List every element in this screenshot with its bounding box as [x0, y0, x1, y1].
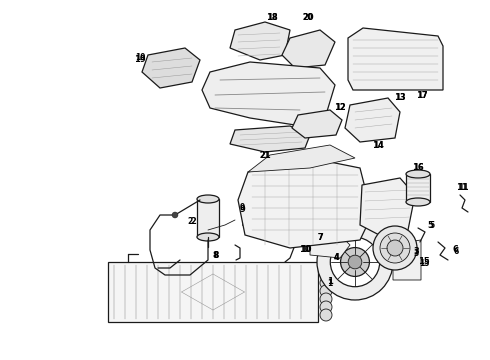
Text: 14: 14 — [373, 140, 383, 149]
Bar — [406, 174, 430, 202]
Circle shape — [172, 212, 178, 218]
Polygon shape — [345, 98, 400, 142]
Text: 16: 16 — [413, 163, 423, 172]
Polygon shape — [310, 235, 350, 258]
Text: 17: 17 — [416, 91, 428, 100]
Polygon shape — [230, 22, 290, 60]
Circle shape — [330, 237, 380, 287]
Text: 9: 9 — [239, 206, 245, 215]
Text: 19: 19 — [135, 54, 145, 63]
Polygon shape — [393, 240, 421, 280]
Polygon shape — [248, 145, 355, 172]
Text: 3: 3 — [413, 248, 419, 256]
Text: 4: 4 — [333, 253, 339, 262]
Text: 12: 12 — [334, 104, 346, 112]
Text: 15: 15 — [419, 258, 429, 267]
Text: 5: 5 — [429, 221, 435, 230]
Text: 20: 20 — [303, 13, 313, 22]
Text: 6: 6 — [453, 248, 459, 256]
Text: 2: 2 — [190, 217, 196, 226]
Circle shape — [317, 224, 393, 300]
Text: 7: 7 — [317, 233, 323, 242]
Circle shape — [341, 248, 369, 276]
Text: 14: 14 — [372, 140, 384, 149]
Polygon shape — [202, 62, 335, 125]
Text: 18: 18 — [266, 13, 278, 22]
Circle shape — [387, 240, 403, 256]
Circle shape — [320, 277, 332, 289]
Circle shape — [348, 255, 362, 269]
Text: 19: 19 — [134, 55, 146, 64]
Polygon shape — [142, 48, 200, 88]
Ellipse shape — [406, 198, 430, 206]
Text: 11: 11 — [456, 184, 468, 193]
Text: 2: 2 — [187, 217, 193, 226]
Text: 10: 10 — [301, 246, 311, 255]
Text: 10: 10 — [299, 246, 311, 255]
Circle shape — [320, 293, 332, 305]
Polygon shape — [292, 110, 342, 138]
Polygon shape — [238, 158, 372, 248]
Circle shape — [320, 269, 332, 281]
Polygon shape — [348, 28, 443, 90]
Ellipse shape — [406, 170, 430, 178]
Polygon shape — [282, 30, 335, 68]
Text: 18: 18 — [267, 13, 277, 22]
Text: 5: 5 — [427, 220, 433, 230]
Text: 1: 1 — [327, 279, 333, 288]
Bar — [197, 199, 219, 237]
Text: 8: 8 — [212, 251, 218, 260]
Circle shape — [380, 233, 410, 263]
Ellipse shape — [197, 195, 219, 203]
Polygon shape — [230, 126, 310, 152]
Circle shape — [320, 309, 332, 321]
Circle shape — [320, 285, 332, 297]
Text: 11: 11 — [458, 184, 468, 193]
Text: 6: 6 — [452, 246, 458, 255]
Bar — [108, 262, 318, 322]
Text: 16: 16 — [412, 163, 424, 172]
Text: 13: 13 — [395, 94, 405, 103]
Text: 7: 7 — [318, 233, 323, 242]
Text: 8: 8 — [213, 251, 219, 260]
Text: 17: 17 — [416, 91, 427, 100]
Text: 15: 15 — [418, 257, 430, 266]
Circle shape — [320, 261, 332, 273]
Circle shape — [320, 301, 332, 313]
Text: 4: 4 — [333, 253, 339, 262]
Circle shape — [373, 226, 417, 270]
Text: 9: 9 — [240, 203, 245, 212]
Text: 21: 21 — [259, 150, 271, 159]
Text: 13: 13 — [394, 94, 406, 103]
Text: 21: 21 — [260, 152, 270, 161]
Text: 20: 20 — [302, 13, 314, 22]
Polygon shape — [360, 178, 415, 238]
Text: 12: 12 — [335, 103, 345, 112]
Text: 1: 1 — [327, 278, 333, 287]
Text: 3: 3 — [414, 248, 418, 257]
Ellipse shape — [197, 233, 219, 241]
